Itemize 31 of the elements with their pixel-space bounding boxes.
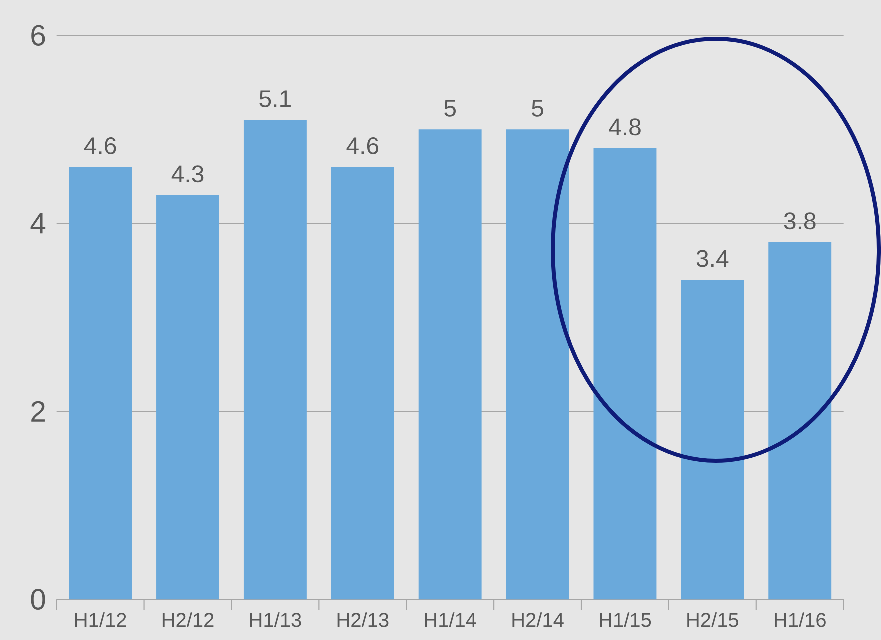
- x-tick-label: H1/16: [775, 612, 826, 628]
- data-label: 4.3: [172, 166, 204, 183]
- bar: [244, 120, 307, 600]
- x-tick-label: H2/14: [512, 612, 564, 628]
- x-tick-label: H1/13: [250, 612, 302, 628]
- data-label: 5.1: [260, 90, 291, 108]
- bar: [331, 167, 394, 600]
- bar: [768, 242, 832, 600]
- data-label: 3.8: [784, 212, 816, 230]
- bar: [418, 130, 482, 600]
- bar: [681, 280, 744, 600]
- y-tick-label: 0: [31, 589, 46, 610]
- data-label: 5: [532, 100, 544, 117]
- data-label: 5: [444, 100, 456, 117]
- bar: [69, 167, 132, 600]
- y-tick-label: 4: [30, 213, 46, 234]
- x-tick-label: H2/15: [688, 612, 739, 628]
- x-tick-label: H1/12: [76, 612, 126, 628]
- x-tick-label: H2/12: [162, 612, 214, 628]
- data-label: 4.6: [346, 137, 379, 154]
- x-tick-label: H2/13: [338, 612, 389, 628]
- bar: [506, 130, 570, 600]
- y-tick-label: 6: [32, 25, 46, 46]
- y-tick-label: 2: [32, 401, 45, 422]
- data-label: 4.6: [84, 137, 116, 154]
- bar: [594, 148, 657, 600]
- x-tick-label: H1/15: [600, 612, 652, 628]
- data-label: 3.4: [696, 250, 729, 268]
- data-label: 4.8: [609, 118, 641, 136]
- bar: [156, 195, 220, 600]
- x-tick-label: H1/14: [425, 612, 476, 628]
